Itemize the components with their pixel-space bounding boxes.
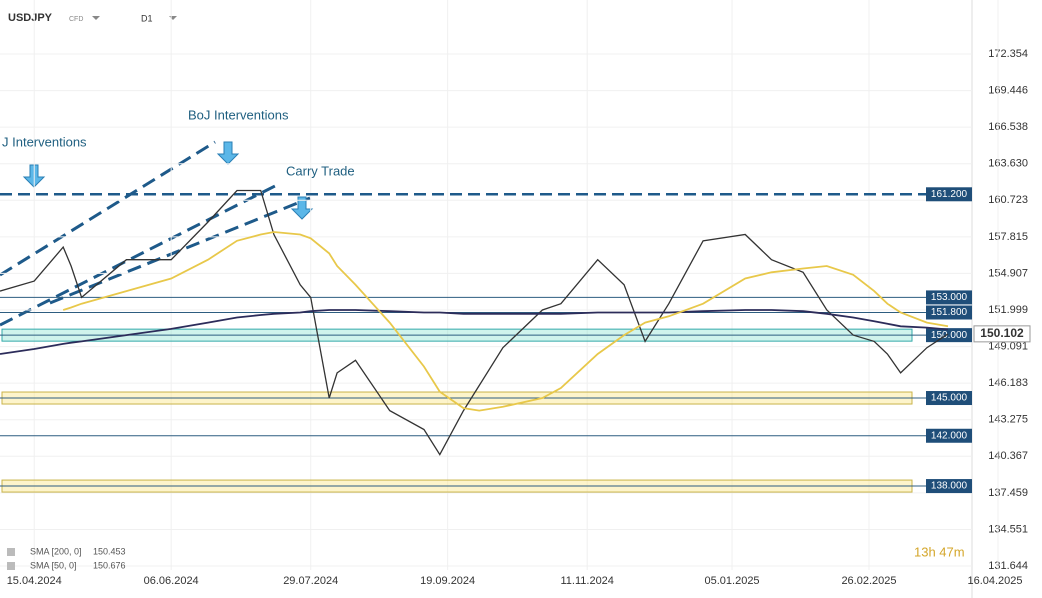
y-tick-label: 146.183 <box>988 377 1028 389</box>
timeframe[interactable]: D1 <box>141 13 153 23</box>
x-tick-label: 15.04.2024 <box>7 575 62 587</box>
annotation: J Interventions <box>2 134 87 149</box>
x-tick-label: 19.09.2024 <box>420 575 475 587</box>
annotation: BoJ Interventions <box>188 107 289 122</box>
level-label: 142.000 <box>931 430 968 441</box>
current-price-label: 150.102 <box>980 326 1024 340</box>
legend-icon <box>7 548 15 556</box>
y-tick-label: 160.723 <box>988 194 1028 206</box>
y-tick-label: 134.551 <box>988 523 1028 535</box>
y-tick-label: 143.275 <box>988 414 1028 426</box>
legend-name: SMA [50, 0] <box>30 560 77 570</box>
countdown: 13h 47m <box>914 544 965 559</box>
level-label: 145.000 <box>931 393 968 404</box>
y-tick-label: 137.459 <box>988 487 1028 499</box>
level-tag <box>926 187 972 202</box>
symbol-kind: CFD <box>69 16 83 23</box>
x-tick-label: 06.06.2024 <box>144 575 199 587</box>
x-tick-label: 26.02.2025 <box>841 575 896 587</box>
level-label: 161.200 <box>931 189 968 200</box>
level-tag <box>926 479 972 494</box>
y-tick-label: 154.907 <box>988 267 1028 279</box>
y-tick-label: 157.815 <box>988 231 1028 243</box>
symbol[interactable]: USDJPY <box>8 12 53 24</box>
y-tick-label: 140.367 <box>988 450 1028 462</box>
x-tick-label: 29.07.2024 <box>283 575 338 587</box>
dropdown[interactable] <box>92 16 100 20</box>
series-line <box>62 231 949 412</box>
level-label: 150.000 <box>931 330 968 341</box>
x-tick-label: 16.04.2025 <box>967 575 1022 587</box>
series-line <box>0 189 949 456</box>
level-tag <box>926 328 972 343</box>
level-tag <box>926 391 972 406</box>
x-tick-label: 05.01.2025 <box>705 575 760 587</box>
level-tag <box>926 305 972 320</box>
level-tag <box>926 428 972 443</box>
level-label: 151.800 <box>931 307 968 318</box>
x-tick-label: 11.11.2024 <box>561 575 614 587</box>
annotation: Carry Trade <box>286 163 355 178</box>
series-line <box>0 309 949 355</box>
y-tick-label: 151.999 <box>988 304 1028 316</box>
y-tick-label: 131.644 <box>988 560 1028 572</box>
y-tick-label: 169.446 <box>988 84 1028 96</box>
y-tick-label: 166.538 <box>988 121 1028 133</box>
level-tag <box>926 290 972 305</box>
legend-value: 150.453 <box>93 546 126 556</box>
y-tick-label: 163.630 <box>988 158 1028 170</box>
legend-value: 150.676 <box>93 560 126 570</box>
y-tick-label: 172.354 <box>988 48 1028 60</box>
legend-icon <box>7 562 15 570</box>
level-label: 153.000 <box>931 292 968 303</box>
current-price-tag <box>973 325 1031 343</box>
legend-name: SMA [200, 0] <box>30 546 82 556</box>
level-label: 138.000 <box>931 481 968 492</box>
